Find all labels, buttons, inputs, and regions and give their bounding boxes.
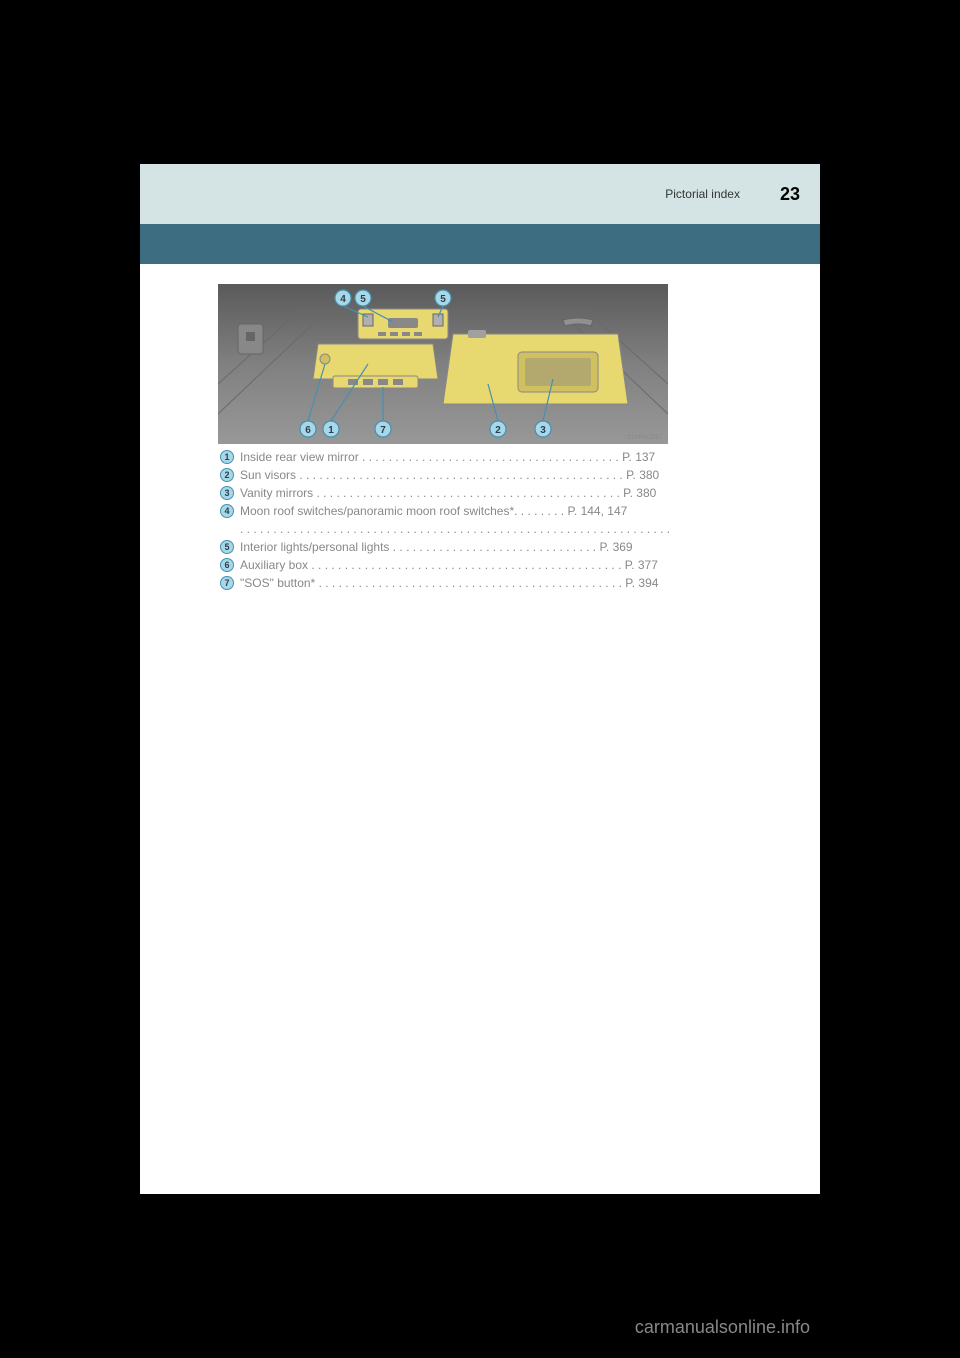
list-item: 3 Vanity mirrors . . . . . . . . . . . .… — [220, 486, 820, 501]
item-text: Interior lights/personal lights . . . . … — [240, 540, 633, 555]
item-number-circle: 7 — [220, 576, 234, 590]
header-top-bar: Pictorial index 23 — [140, 164, 820, 224]
list-item: 2 Sun visors . . . . . . . . . . . . . .… — [220, 468, 820, 483]
callout-5b: 5 — [440, 294, 446, 305]
item-text: Inside rear view mirror . . . . . . . . … — [240, 450, 655, 465]
callout-6: 6 — [305, 425, 311, 436]
item-text: Moon roof switches/panoramic moon roof s… — [240, 504, 627, 519]
page-container: Pictorial index 23 — [140, 164, 820, 1194]
item-text-sub: . . . . . . . . . . . . . . . . . . . . … — [240, 522, 820, 537]
interior-diagram: CLYPIAZ057 4 5 5 — [218, 284, 668, 444]
diagram-container: CLYPIAZ057 4 5 5 — [218, 284, 668, 444]
callout-3: 3 — [540, 425, 546, 436]
item-text: Auxiliary box . . . . . . . . . . . . . … — [240, 558, 658, 573]
item-number-circle: 1 — [220, 450, 234, 464]
item-number-circle: 5 — [220, 540, 234, 554]
item-number-circle: 4 — [220, 504, 234, 518]
diagram-image-ref: CLYPIAZ057 — [627, 435, 662, 441]
item-text: "SOS" button* . . . . . . . . . . . . . … — [240, 576, 658, 591]
callout-5a: 5 — [360, 294, 366, 305]
item-text: Vanity mirrors . . . . . . . . . . . . .… — [240, 486, 656, 501]
callout-7: 7 — [380, 425, 386, 436]
list-item: 1 Inside rear view mirror . . . . . . . … — [220, 450, 820, 465]
list-item: 7 "SOS" button* . . . . . . . . . . . . … — [220, 576, 820, 591]
page-number: 23 — [780, 184, 800, 205]
item-number-circle: 3 — [220, 486, 234, 500]
content-area: CLYPIAZ057 4 5 5 — [140, 264, 820, 591]
callout-4: 4 — [340, 294, 346, 305]
list-item: 5 Interior lights/personal lights . . . … — [220, 540, 820, 555]
callout-1: 1 — [328, 425, 334, 436]
list-item: 6 Auxiliary box . . . . . . . . . . . . … — [220, 558, 820, 573]
list-item: 4 Moon roof switches/panoramic moon roof… — [220, 504, 820, 519]
item-number-circle: 2 — [220, 468, 234, 482]
item-number-circle: 6 — [220, 558, 234, 572]
pictorial-index-label: Pictorial index — [665, 187, 740, 201]
watermark: carmanualsonline.info — [635, 1317, 810, 1338]
item-list: 1 Inside rear view mirror . . . . . . . … — [220, 450, 820, 591]
item-text: Sun visors . . . . . . . . . . . . . . .… — [240, 468, 659, 483]
callout-2: 2 — [495, 425, 501, 436]
header-color-band — [140, 224, 820, 264]
